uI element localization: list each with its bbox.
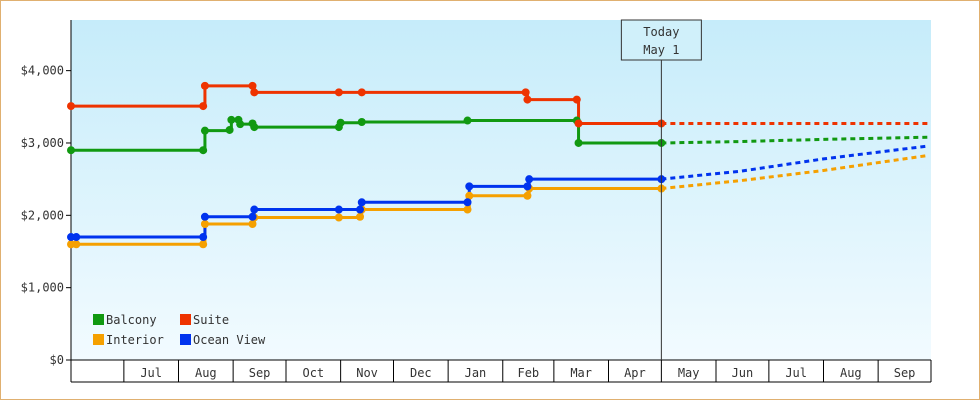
interior-forecast-line bbox=[661, 153, 930, 191]
x-tick-label: Jun bbox=[732, 366, 754, 380]
x-tick-label: Aug bbox=[840, 366, 862, 380]
today-date-label: May 1 bbox=[643, 43, 679, 57]
x-tick-label: Feb bbox=[517, 366, 539, 380]
ocean-view-legend-swatch bbox=[180, 334, 191, 345]
ocean-view-data-point[interactable] bbox=[334, 205, 343, 214]
interior-legend-swatch bbox=[93, 334, 104, 345]
y-tick-label: $1,000 bbox=[21, 281, 64, 295]
interior-data-point[interactable] bbox=[248, 220, 257, 228]
ocean-view-data-point[interactable] bbox=[248, 212, 257, 221]
balcony-data-point[interactable] bbox=[200, 126, 209, 135]
suite-data-point[interactable] bbox=[574, 119, 583, 128]
x-tick-label: Jul bbox=[140, 366, 162, 380]
x-tick-label: Oct bbox=[302, 366, 324, 380]
x-tick-label: Dec bbox=[410, 366, 432, 380]
ocean-view-data-point[interactable] bbox=[356, 205, 365, 214]
balcony-data-point[interactable] bbox=[225, 125, 234, 134]
interior-data-point[interactable] bbox=[523, 191, 532, 200]
y-tick-label: $3,000 bbox=[21, 136, 64, 150]
suite-data-point[interactable] bbox=[199, 102, 208, 111]
y-tick-label: $2,000 bbox=[21, 208, 64, 222]
ocean-view-data-point[interactable] bbox=[200, 212, 209, 221]
balcony-data-point[interactable] bbox=[199, 146, 208, 155]
balcony-legend-swatch bbox=[93, 314, 104, 325]
y-tick-label: $0 bbox=[50, 353, 64, 367]
balcony-data-point[interactable] bbox=[574, 138, 583, 147]
balcony-data-point[interactable] bbox=[357, 118, 366, 126]
suite-data-point[interactable] bbox=[572, 95, 581, 104]
balcony-data-point[interactable] bbox=[250, 123, 259, 132]
suite-data-point[interactable] bbox=[521, 88, 530, 97]
today-callout bbox=[620, 19, 702, 61]
ocean-view-data-point[interactable] bbox=[199, 233, 208, 242]
x-tick-label: Jan bbox=[465, 366, 487, 380]
balcony-data-point[interactable] bbox=[236, 120, 245, 129]
interior-legend-label: Interior bbox=[106, 333, 164, 347]
interior-data-point[interactable] bbox=[199, 240, 208, 249]
ocean-view-data-point[interactable] bbox=[465, 182, 474, 191]
ocean-view-data-point[interactable] bbox=[523, 182, 532, 191]
x-tick-label: Mar bbox=[570, 366, 592, 380]
interior-data-point[interactable] bbox=[356, 212, 365, 221]
ocean-view-data-point[interactable] bbox=[250, 205, 259, 214]
suite-data-point[interactable] bbox=[334, 88, 343, 97]
x-tick-label: Jul bbox=[785, 366, 807, 380]
x-tick-label: Aug bbox=[195, 366, 217, 380]
y-tick-label: $4,000 bbox=[21, 64, 64, 78]
x-tick-label: Nov bbox=[356, 366, 378, 380]
interior-data-point[interactable] bbox=[72, 240, 81, 249]
suite-data-point[interactable] bbox=[357, 88, 366, 97]
suite-data-point[interactable] bbox=[248, 81, 257, 90]
suite-legend-swatch bbox=[180, 314, 191, 325]
ocean-view-data-point[interactable] bbox=[525, 175, 534, 184]
balcony-data-point[interactable] bbox=[336, 118, 345, 127]
x-tick-label: Sep bbox=[249, 366, 271, 380]
balcony-data-point[interactable] bbox=[227, 115, 236, 124]
today-label: Today bbox=[643, 25, 679, 39]
plot-area bbox=[71, 20, 931, 360]
suite-data-point[interactable] bbox=[200, 81, 209, 90]
interior-data-point[interactable] bbox=[465, 191, 474, 200]
interior-data-point[interactable] bbox=[334, 213, 343, 222]
ocean-view-legend-label: Ocean View bbox=[193, 333, 266, 347]
ocean-view-data-point[interactable] bbox=[72, 233, 81, 242]
suite-legend-label: Suite bbox=[193, 313, 229, 327]
suite-data-point[interactable] bbox=[523, 95, 532, 104]
x-tick-label: May bbox=[678, 366, 700, 380]
balcony-forecast-line bbox=[661, 135, 930, 145]
balcony-legend-label: Balcony bbox=[106, 313, 157, 327]
ocean-view-forecast-line bbox=[661, 144, 930, 181]
interior-data-point[interactable] bbox=[200, 220, 209, 228]
balcony-data-point[interactable] bbox=[67, 146, 75, 155]
x-tick-label: Apr bbox=[624, 366, 646, 380]
ocean-view-data-point[interactable] bbox=[357, 198, 366, 207]
x-tick-label: Sep bbox=[894, 366, 916, 380]
suite-data-point[interactable] bbox=[250, 88, 259, 97]
balcony-data-point[interactable] bbox=[463, 116, 472, 125]
ocean-view-data-point[interactable] bbox=[463, 198, 472, 207]
suite-data-point[interactable] bbox=[67, 102, 75, 111]
interior-data-point[interactable] bbox=[463, 205, 472, 214]
